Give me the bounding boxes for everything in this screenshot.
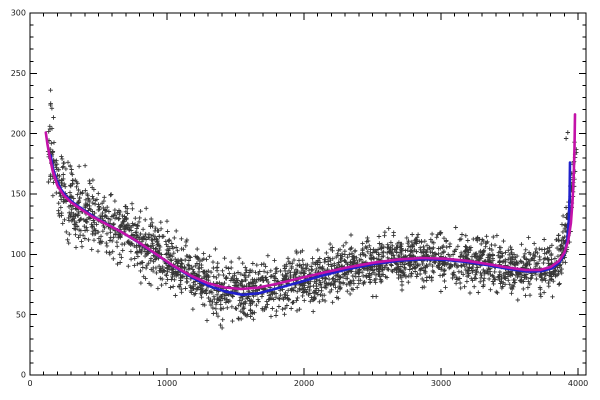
y-tick-label: 100 — [11, 250, 26, 259]
x-tick-label: 0 — [27, 379, 32, 388]
x-tick-label: 1000 — [157, 379, 177, 388]
y-tick-label: 300 — [11, 9, 26, 18]
x-tick-label: 4000 — [568, 379, 588, 388]
x-tick-label: 3000 — [431, 379, 451, 388]
y-tick-label: 200 — [11, 129, 26, 138]
y-tick-label: 150 — [11, 190, 26, 199]
y-tick-label: 50 — [16, 310, 26, 319]
y-tick-label: 0 — [21, 371, 26, 380]
y-tick-label: 250 — [11, 69, 26, 78]
plot-frame — [29, 12, 587, 376]
x-tick-label: 2000 — [294, 379, 314, 388]
fit-magenta-curve — [44, 113, 577, 291]
axis-ticks — [29, 12, 586, 376]
scatter-points — [45, 88, 579, 331]
